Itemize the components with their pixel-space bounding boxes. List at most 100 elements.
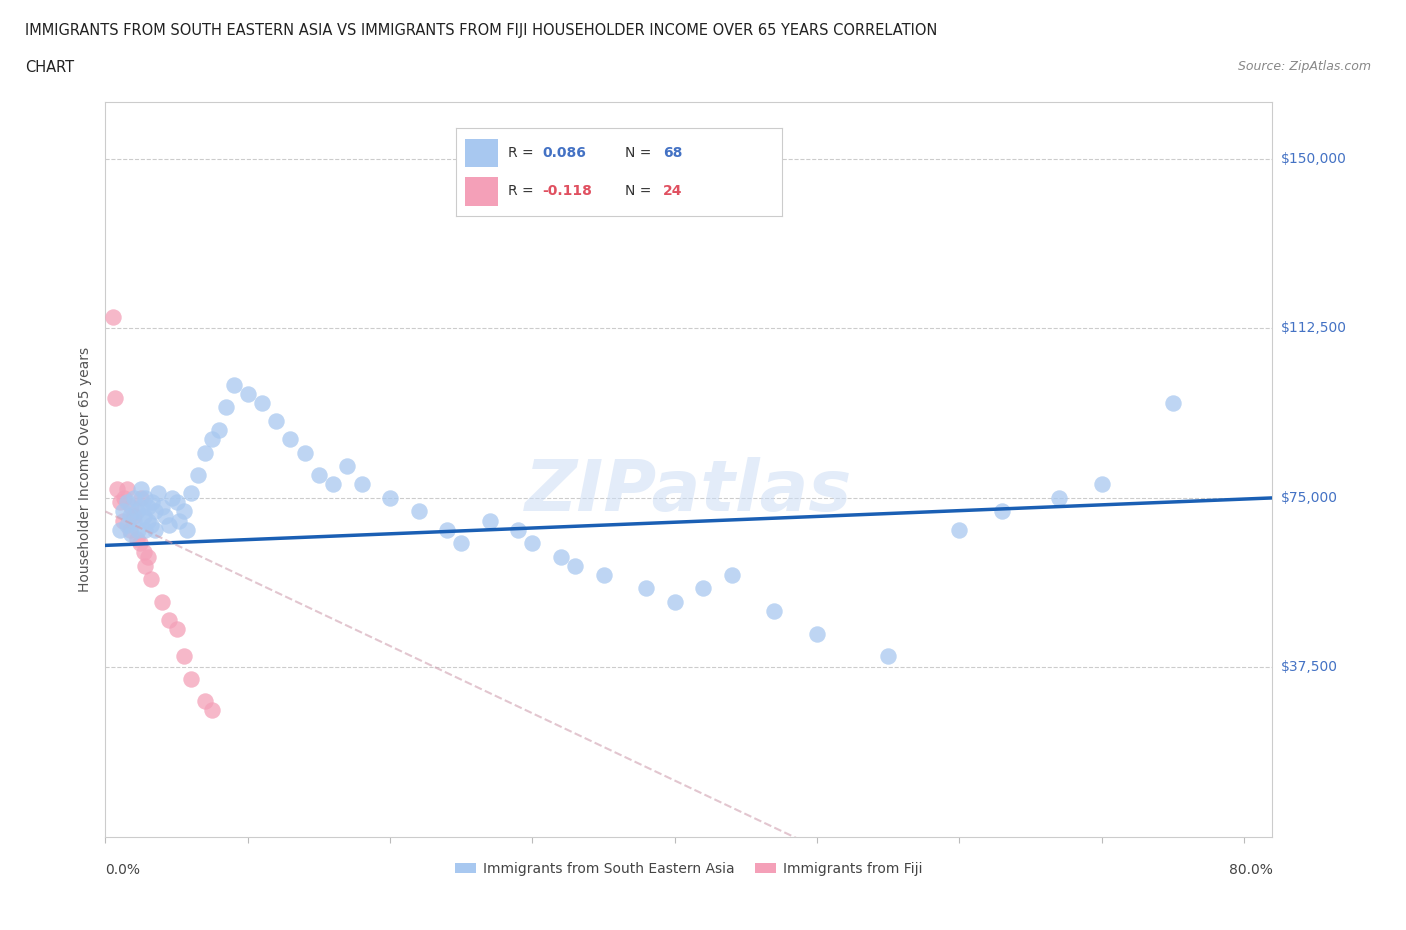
Point (108, 495, 131, 510)
Legend: Immigrants from South Eastern Asia, Immigrants from Fiji: Immigrants from South Eastern Asia, Immi… (450, 857, 928, 882)
Point (877, 649, 900, 664)
Point (132, 509, 155, 524)
Point (180, 671, 202, 686)
Point (550, 550, 572, 565)
Point (322, 477, 344, 492)
Point (129, 490, 152, 505)
Point (128, 536, 150, 551)
Point (159, 613, 181, 628)
Point (108, 522, 131, 537)
Point (350, 477, 373, 492)
Point (132, 545, 155, 560)
Text: $112,500: $112,500 (1281, 322, 1347, 336)
Point (180, 486, 202, 501)
Point (105, 482, 128, 497)
Point (194, 445, 217, 460)
Text: IMMIGRANTS FROM SOUTH EASTERN ASIA VS IMMIGRANTS FROM FIJI HOUSEHOLDER INCOME OV: IMMIGRANTS FROM SOUTH EASTERN ASIA VS IM… (25, 23, 938, 38)
Text: $37,500: $37,500 (1281, 660, 1337, 674)
Point (173, 504, 195, 519)
Point (122, 490, 145, 505)
Point (564, 558, 586, 573)
Point (1091, 477, 1114, 492)
Point (522, 536, 544, 551)
Point (150, 594, 173, 609)
Point (378, 490, 401, 505)
Point (169, 513, 191, 528)
Point (134, 490, 156, 505)
Point (173, 649, 195, 664)
Point (236, 387, 259, 402)
Point (222, 378, 245, 392)
Point (127, 522, 149, 537)
Point (134, 558, 156, 573)
Point (636, 581, 658, 596)
Point (120, 499, 142, 514)
Point (125, 504, 148, 519)
Point (215, 400, 238, 415)
Point (280, 432, 302, 446)
Y-axis label: Householder Income Over 65 years: Householder Income Over 65 years (79, 347, 93, 592)
Point (146, 486, 169, 501)
Point (111, 513, 134, 528)
Point (159, 518, 181, 533)
Point (115, 482, 138, 497)
Point (250, 395, 273, 410)
Point (166, 495, 188, 510)
Point (478, 513, 501, 528)
Point (143, 522, 166, 537)
Point (208, 422, 231, 437)
Point (143, 504, 166, 519)
Point (264, 414, 287, 429)
Point (136, 499, 159, 514)
Text: ZIPatlas: ZIPatlas (526, 458, 852, 526)
Point (166, 621, 188, 636)
Point (111, 504, 134, 519)
Point (134, 522, 156, 537)
Point (294, 445, 316, 460)
Point (806, 626, 828, 641)
Point (120, 526, 142, 541)
Point (112, 490, 135, 505)
Point (104, 391, 127, 405)
Text: CHART: CHART (25, 60, 75, 75)
Point (162, 490, 184, 505)
Point (176, 522, 198, 537)
Point (592, 567, 614, 582)
Point (136, 550, 159, 565)
Point (664, 594, 686, 609)
Text: 0.0%: 0.0% (105, 863, 141, 877)
Point (308, 468, 330, 483)
Point (194, 694, 217, 709)
Point (948, 522, 970, 537)
Text: $150,000: $150,000 (1281, 152, 1347, 166)
Text: Source: ZipAtlas.com: Source: ZipAtlas.com (1237, 60, 1371, 73)
Point (1161, 395, 1184, 410)
Point (115, 495, 138, 510)
Point (118, 509, 141, 524)
Point (139, 518, 162, 533)
Text: $75,000: $75,000 (1281, 491, 1337, 505)
Point (508, 522, 530, 537)
Point (115, 518, 138, 533)
Point (101, 310, 124, 325)
Point (122, 513, 145, 528)
Point (129, 499, 152, 514)
Point (141, 495, 163, 510)
Point (692, 581, 714, 596)
Point (720, 567, 742, 582)
Point (136, 513, 159, 528)
Point (436, 522, 458, 537)
Point (118, 522, 141, 537)
Point (187, 468, 209, 483)
Point (201, 432, 224, 446)
Point (139, 572, 162, 587)
Point (763, 604, 786, 618)
Point (122, 509, 145, 524)
Text: 80.0%: 80.0% (1229, 863, 1272, 877)
Point (201, 703, 224, 718)
Point (991, 504, 1014, 519)
Point (129, 482, 152, 497)
Point (1047, 490, 1070, 505)
Point (408, 504, 430, 519)
Point (150, 499, 173, 514)
